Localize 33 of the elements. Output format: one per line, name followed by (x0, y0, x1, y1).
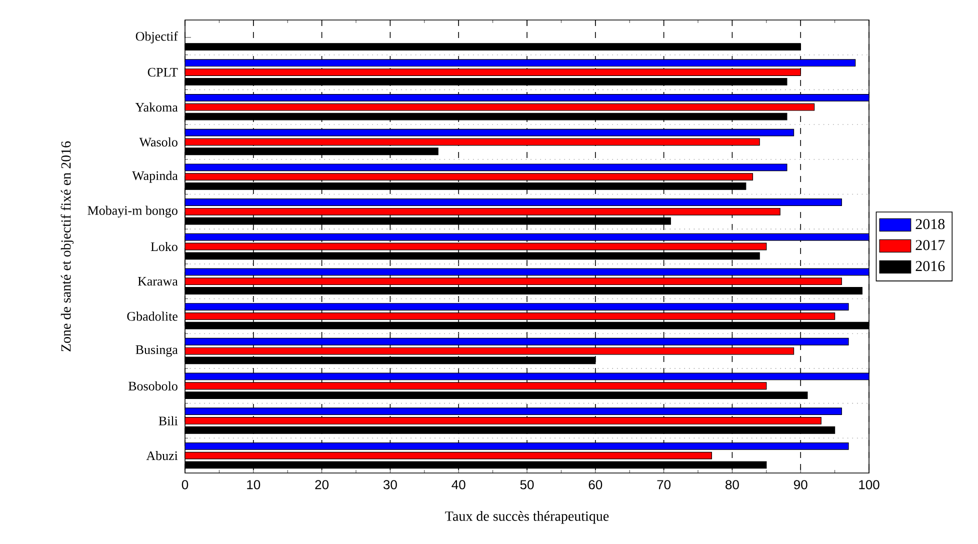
y-tick-label: Bili (158, 416, 178, 426)
y-tick-label: Bosobolo (128, 381, 178, 390)
x-tick-label: 0 (182, 480, 188, 490)
x-tick-label: 70 (657, 480, 671, 490)
legend-label: 2017 (916, 240, 945, 250)
legend-label: 2016 (916, 260, 945, 272)
y-tick-label: Gbadolite (127, 312, 178, 321)
bar (185, 303, 849, 310)
x-tick-label: 30 (383, 480, 397, 490)
y-tick-label: Yakoma (135, 102, 178, 112)
x-tick-label: 60 (588, 480, 602, 490)
bar (185, 94, 870, 102)
x-tick-label: 90 (794, 480, 808, 490)
y-tick-label: Businga (136, 345, 178, 357)
y-tick-label: Objectif (136, 31, 178, 44)
legend-label: 2018 (916, 219, 945, 230)
x-tick-label: 40 (452, 480, 466, 490)
bar (185, 198, 842, 206)
y-tick-label: Karawa (138, 277, 178, 286)
x-tick-label: 100 (859, 480, 880, 490)
x-tick-label: 80 (726, 480, 739, 490)
y-tick-label: Wapinda (132, 170, 178, 183)
x-axis-title: Taux de succès thérapeutique (445, 511, 609, 524)
y-tick-label: Abuzi (146, 451, 178, 460)
x-tick-label: 10 (247, 480, 260, 490)
y-tick-label: Mobayi-m bongo (88, 206, 178, 218)
y-axis-title: Zone de santé et objectif fixé en 2016 (60, 141, 74, 352)
bar (185, 408, 842, 416)
y-tick-label: Loko (150, 242, 178, 252)
y-tick-label: CPLT (148, 68, 178, 77)
y-tick-label: Wasolo (139, 137, 178, 147)
x-tick-label: 50 (520, 480, 534, 490)
x-tick-label: 20 (315, 480, 329, 490)
